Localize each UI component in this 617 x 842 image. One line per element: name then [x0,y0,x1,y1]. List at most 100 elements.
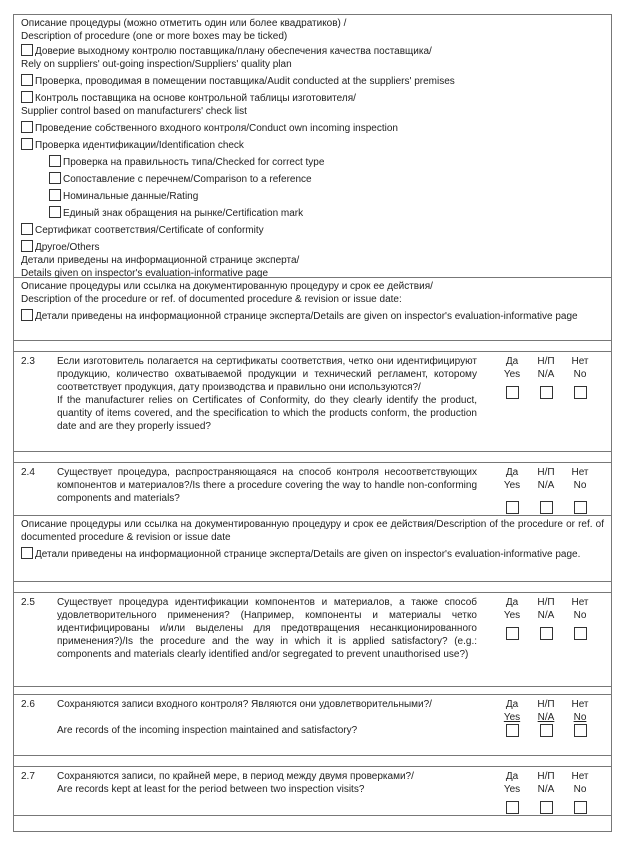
label: No [573,610,587,621]
yes-checkbox[interactable] [505,501,519,514]
inspection-form: Описание процедуры (можно отметить один … [13,14,612,832]
checkbox[interactable] [21,44,33,56]
checkbox[interactable] [21,223,33,235]
answer-no: Нет No [563,466,597,514]
na-checkbox[interactable] [539,627,553,640]
question-number: 2.6 [21,699,35,710]
label: No [573,369,587,380]
label: Нет [571,771,589,782]
label: Н/П [537,771,555,782]
na-checkbox[interactable] [539,724,553,737]
reference-title: Описание процедуры или ссылка на докумен… [21,519,604,543]
question-text: Сохраняются записи входного контроля? Яв… [57,698,477,752]
question-text: Сохраняются записи, по крайней мере, в п… [57,770,477,812]
checkbox[interactable] [21,240,33,252]
label: Yes [503,480,521,491]
suboption-certification-mark: Единый знак обращения на рынке/Certifica… [49,206,604,220]
suboption-rating: Номинальные данные/Rating [49,189,604,203]
question-number: 2.7 [21,771,35,782]
no-checkbox[interactable] [573,627,587,640]
option-label: Проверка идентификации/Identification ch… [35,140,244,151]
answer-no: Нет No [563,596,597,683]
checkbox[interactable] [21,91,33,103]
checkbox[interactable] [49,206,61,218]
yes-checkbox[interactable] [505,801,519,814]
option-label: Проверка на правильность типа/Checked fo… [63,157,325,168]
option-supplier-outgoing: Доверие выходному контролю поставщика/пл… [21,44,604,71]
details-option: Детали приведены на информационной стран… [21,309,604,323]
answer-na: Н/П N/A [529,355,563,448]
option-supplier-checklist: Контроль поставщика на основе контрольно… [21,91,604,118]
label: Да [505,597,519,608]
section-title-ru: Описание процедуры (можно отметить один … [21,18,347,29]
spacer [14,582,611,593]
checkbox[interactable] [49,189,61,201]
checkbox[interactable] [49,172,61,184]
label: Н/П [537,467,555,478]
yes-checkbox[interactable] [505,724,519,737]
checkbox[interactable] [21,547,33,559]
answer-options: Да Yes Н/П N/A Нет No [495,698,597,752]
question-ru: Сохраняются записи, по крайней мере, в п… [57,771,414,782]
details-note-en: Details given on inspector's evaluation-… [21,268,269,279]
label: No [573,480,587,491]
label: Да [505,467,519,478]
option-label: Детали приведены на информационной стран… [35,549,581,560]
yes-checkbox[interactable] [505,627,519,640]
option-identification-check: Проверка идентификации/Identification ch… [21,138,604,152]
details-note-ru: Детали приведены на информационной стран… [21,255,300,266]
question-ru: Сохраняются записи входного контроля? Яв… [57,699,432,710]
answer-yes: Да Yes [495,466,529,514]
option-audit-premises: Проверка, проводимая в помещении поставщ… [21,74,604,88]
section-title-en: Description of procedure (one or more bo… [21,31,288,42]
label: Н/П [537,597,555,608]
label: N/A [537,369,555,380]
label: Да [505,699,519,710]
no-checkbox[interactable] [573,501,587,514]
option-label-en: Supplier control based on manufacturers'… [21,106,247,117]
checkbox[interactable] [21,74,33,86]
checkbox[interactable] [49,155,61,167]
question-en: If the manufacturer relies on Certificat… [57,395,477,432]
na-checkbox[interactable] [539,801,553,814]
no-checkbox[interactable] [573,801,587,814]
option-label: Сертификат соответствия/Certificate of c… [35,225,264,236]
question-2-4: 2.4 Существует процедура, распространяющ… [14,463,611,516]
option-certificate: Сертификат соответствия/Certificate of c… [21,223,604,237]
answer-yes: Да Yes [495,770,529,814]
reference-title-en: Description of the procedure or ref. of … [21,294,402,305]
na-checkbox[interactable] [539,386,553,399]
answer-na: Н/П N/A [529,770,563,814]
option-label: Контроль поставщика на основе контрольно… [35,93,356,104]
checkbox[interactable] [21,309,33,321]
checkbox[interactable] [21,138,33,150]
spacer [14,687,611,695]
question-text: Существует процедура идентификации компо… [57,597,477,660]
label: No [573,784,587,795]
no-checkbox[interactable] [573,386,587,399]
na-checkbox[interactable] [539,501,553,514]
answer-yes: Да Yes [495,596,529,683]
label: Нет [571,467,589,478]
option-label: Другое/Others [35,242,100,253]
question-number: 2.4 [21,467,35,478]
answer-no: Нет No [563,770,597,814]
question-number: 2.5 [21,597,35,608]
no-checkbox[interactable] [573,724,587,737]
question-text: Если изготовитель полагается на сертифик… [57,355,477,448]
label: Yes [503,784,521,795]
label: Н/П [537,699,555,710]
answer-options: Да Yes Н/П N/A Нет No [495,596,597,683]
procedure-reference-section: Описание процедуры или ссылка на докумен… [14,278,611,341]
yes-checkbox[interactable] [505,386,519,399]
label: Нет [571,699,589,710]
answer-na: Н/П N/A [529,466,563,514]
option-label: Единый знак обращения на рынке/Certifica… [63,208,304,219]
answer-na: Н/П N/A [529,596,563,683]
checkbox[interactable] [21,121,33,133]
spacer [14,756,611,767]
answer-options: Да Yes Н/П N/A Нет No [495,466,597,514]
reference-title-ru: Описание процедуры или ссылка на докумен… [21,281,433,292]
spacer [14,341,611,352]
label: N/A [537,712,555,723]
